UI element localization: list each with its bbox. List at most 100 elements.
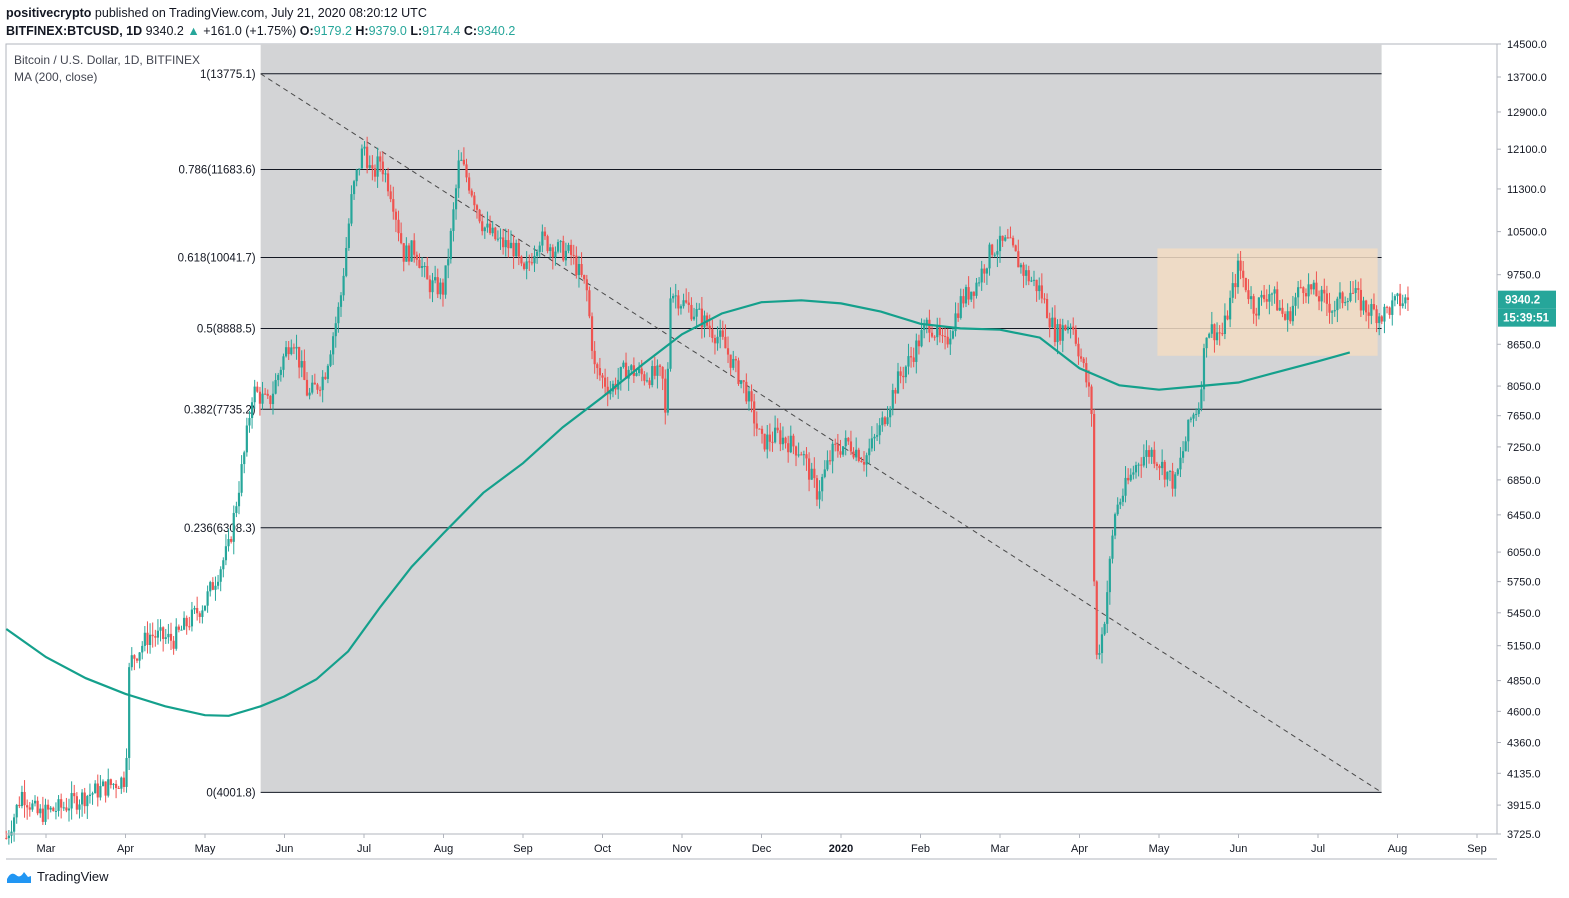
candle-body (977, 282, 981, 284)
candle-body (596, 364, 599, 369)
y-tick-label: 4850.0 (1507, 676, 1541, 688)
candle-body (925, 319, 928, 325)
candle-body (1315, 282, 1318, 297)
candle-body (1302, 287, 1305, 294)
candle-body (245, 425, 248, 453)
y-tick-label: 3915.0 (1507, 800, 1541, 812)
y-tick-label: 7250.0 (1507, 442, 1541, 454)
candle-body (240, 464, 243, 493)
candle-body (889, 408, 892, 418)
candle-body (376, 156, 379, 177)
candle-body (496, 238, 499, 240)
candle-body (211, 582, 214, 590)
y-tick-label: 13700.0 (1507, 72, 1547, 84)
candle-body (915, 340, 918, 362)
candle-body (875, 435, 879, 437)
candle-body (996, 251, 999, 255)
candle-body (185, 617, 188, 627)
candle-body (1263, 294, 1266, 300)
x-tick-label: May (195, 843, 216, 855)
candle-body (342, 275, 345, 296)
candle-body (792, 435, 795, 447)
author-name[interactable]: positivecrypto (6, 6, 92, 20)
candle-body (894, 390, 897, 394)
candle-body (188, 626, 191, 628)
candle-body (483, 227, 486, 232)
candle-body (1119, 501, 1122, 505)
candle-body (18, 804, 21, 807)
candle-body (726, 348, 730, 355)
tradingview-brand[interactable]: TradingView (37, 868, 109, 884)
candle-body (156, 630, 160, 638)
candle-body (133, 655, 136, 659)
x-tick-label: Oct (594, 843, 611, 855)
candle-body (1247, 290, 1250, 300)
candle-body (959, 296, 962, 318)
price-tag-background (1498, 290, 1556, 309)
candle-body (1362, 300, 1365, 311)
candle-body (371, 165, 374, 169)
candle-body (159, 627, 162, 631)
candle-body (7, 835, 10, 839)
candle-body (828, 460, 832, 462)
candle-body (434, 277, 437, 281)
candle-body (938, 326, 941, 336)
candle-body (358, 168, 361, 170)
candle-body (454, 188, 458, 210)
candle-body (311, 382, 314, 393)
candle-body (755, 423, 758, 429)
footer: TradingView (6, 868, 109, 884)
candle-body (522, 263, 526, 269)
candle-body (198, 613, 201, 617)
candle-body (219, 569, 222, 582)
candle-body (203, 605, 207, 611)
y-tick-label: 5450.0 (1507, 608, 1541, 620)
candle-body (1147, 450, 1151, 457)
candle-body (20, 791, 24, 807)
candle-body (787, 443, 790, 453)
candle-body (1304, 293, 1308, 297)
candle-body (773, 427, 777, 443)
candle-body (1195, 413, 1198, 415)
candle-body (685, 300, 688, 303)
candle-body (264, 393, 267, 395)
candle-body (1025, 270, 1028, 276)
candle-body (1111, 535, 1114, 559)
x-tick-label: Mar (991, 843, 1010, 855)
candle-body (452, 209, 455, 231)
candle-body (1095, 581, 1098, 655)
candle-body (216, 581, 220, 586)
candle-body (622, 362, 625, 368)
candle-body (577, 264, 581, 276)
candle-body (570, 244, 573, 255)
candle-body (1357, 288, 1360, 290)
candle-body (402, 243, 405, 262)
candle-body (525, 261, 528, 269)
tradingview-logo-icon[interactable] (6, 868, 32, 884)
candle-body (841, 446, 845, 455)
candle-body (104, 781, 107, 796)
candle-body (1045, 298, 1049, 319)
x-tick-label: Apr (1071, 843, 1088, 855)
candle-body (1066, 326, 1070, 331)
candle-body (397, 219, 400, 234)
candle-body (713, 337, 717, 344)
candle-body (172, 640, 175, 649)
candle-body (690, 304, 693, 320)
candle-body (826, 460, 829, 470)
candle-body (758, 428, 761, 430)
candle-body (384, 173, 387, 175)
x-tick-label: Aug (1388, 843, 1408, 855)
candle-body (151, 634, 154, 637)
candle-body (360, 148, 364, 169)
candle-body (520, 256, 523, 264)
candle-body (269, 395, 272, 405)
candle-body (284, 347, 288, 357)
candle-body (630, 365, 633, 370)
candle-body (556, 242, 560, 252)
candle-body (700, 308, 703, 328)
candle-body (295, 346, 298, 349)
candle-body (1294, 297, 1297, 306)
close-value: 9340.2 (477, 24, 516, 38)
